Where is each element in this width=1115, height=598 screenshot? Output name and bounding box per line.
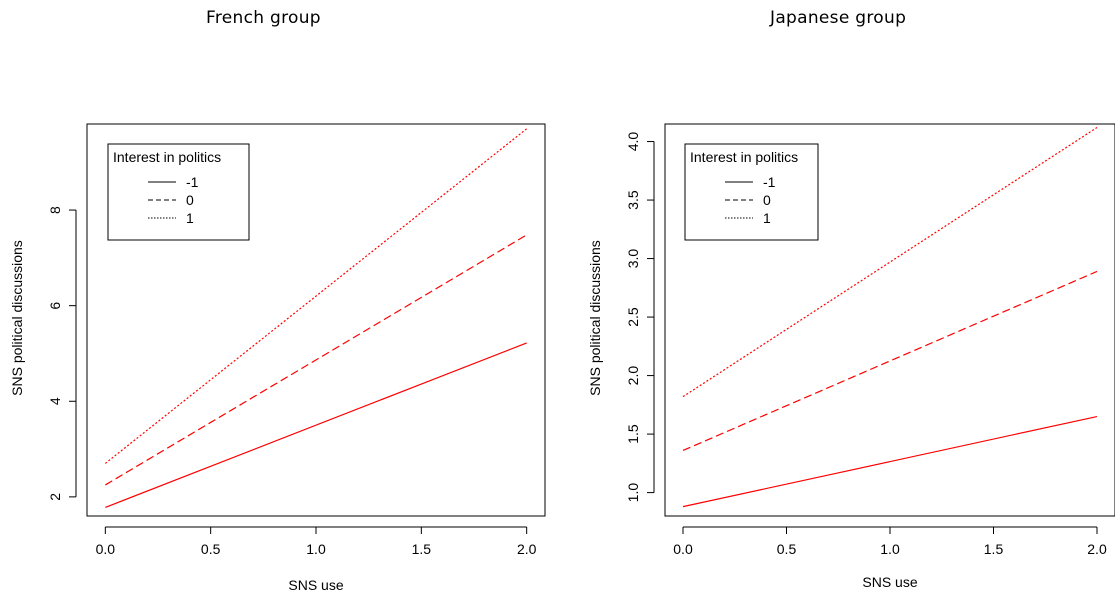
- french-x-tick-label: 2.0: [517, 541, 537, 557]
- japanese-x-tick-label: 0.5: [777, 541, 797, 557]
- japanese-x-axis-title: SNS use: [862, 574, 917, 590]
- japanese-y-tick-label: 1.0: [625, 483, 641, 503]
- japanese-x-tick-label: 2.0: [1087, 541, 1107, 557]
- japanese-series-line-dashed: [682, 270, 1098, 452]
- french-legend-title: Interest in politics: [113, 149, 221, 165]
- japanese-x-tick-label: 0.0: [673, 541, 693, 557]
- chart-title-japanese: Japanese group: [770, 8, 907, 28]
- french-series-line-solid: [105, 342, 527, 508]
- japanese-y-tick-label: 3.5: [625, 190, 641, 210]
- japanese-y-tick-label: 1.5: [625, 424, 641, 444]
- japanese-series-line-solid: [682, 415, 1098, 508]
- japanese-legend-label: -1: [763, 174, 776, 190]
- french-legend-label: 0: [186, 192, 194, 208]
- french-plot-frame: [86, 123, 546, 517]
- japanese-y-tick-label: 3.0: [625, 249, 641, 269]
- french-x-tick-label: 1.0: [306, 541, 326, 557]
- french-y-tick-label: 4: [47, 397, 63, 405]
- french-x-tick-label: 0.5: [201, 541, 221, 557]
- french-y-tick-label: 8: [47, 206, 63, 214]
- french-y-tick-label: 6: [47, 302, 63, 310]
- japanese-y-tick-label: 2.5: [625, 307, 641, 327]
- french-x-tick-label: 0.0: [96, 541, 116, 557]
- japanese-legend-box: [684, 143, 819, 241]
- japanese-y-axis-title: SNS political discussions: [587, 240, 603, 396]
- french-series-line-dashed: [105, 234, 527, 486]
- japanese-x-tick-label: 1.5: [984, 541, 1004, 557]
- japanese-y-tick-label: 4.0: [625, 132, 641, 152]
- french-y-tick-label: 2: [47, 493, 63, 501]
- japanese-x-tick-label: 1.0: [880, 541, 900, 557]
- japanese-legend-title: Interest in politics: [690, 149, 798, 165]
- french-y-axis-title: SNS political discussions: [9, 240, 25, 396]
- french-x-tick-label: 1.5: [412, 541, 432, 557]
- french-series-line-dotted: [104, 128, 528, 464]
- french-legend-label: 1: [186, 210, 194, 226]
- french-legend-label: -1: [186, 174, 199, 190]
- japanese-y-tick-label: 2.0: [625, 366, 641, 386]
- french-legend-box: [107, 143, 250, 241]
- japanese-plot-frame: [664, 123, 1115, 517]
- french-x-axis-title: SNS use: [288, 577, 343, 593]
- chart-title-french: French group: [206, 8, 321, 28]
- japanese-legend-label: 0: [763, 192, 771, 208]
- japanese-legend-label: 1: [763, 210, 771, 226]
